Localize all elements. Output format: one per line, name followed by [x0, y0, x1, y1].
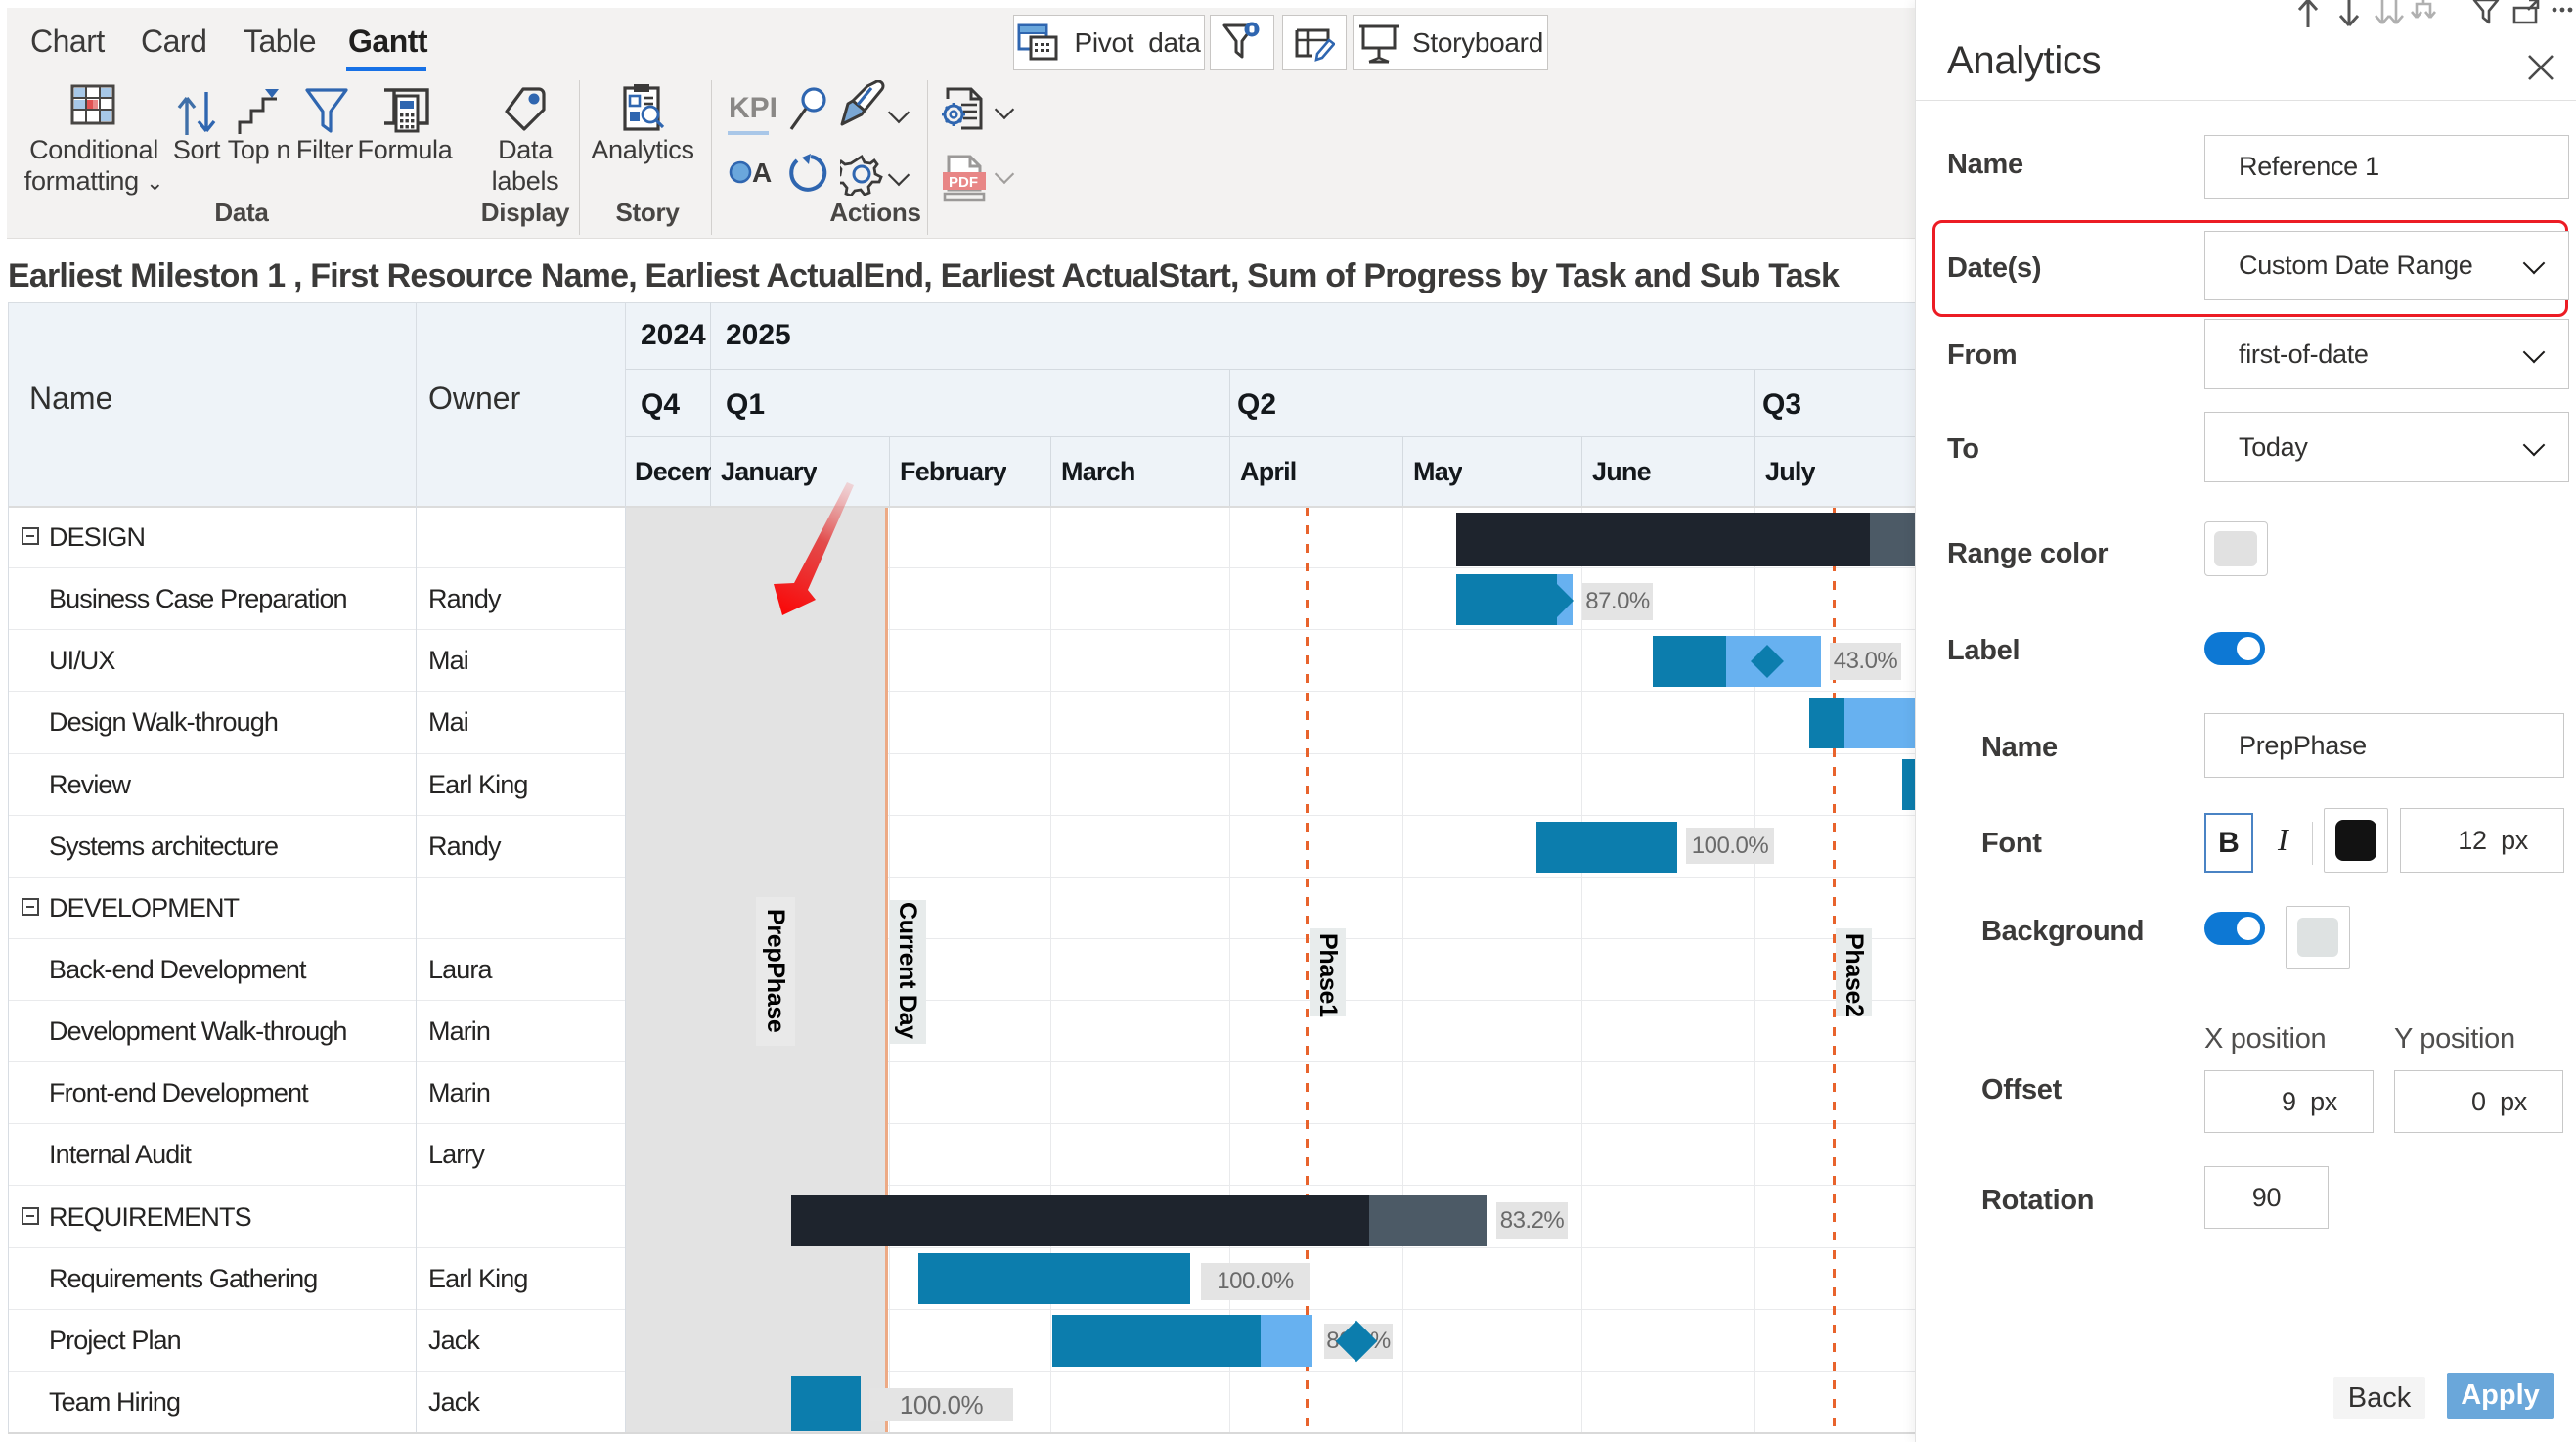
svg-text:A: A — [752, 158, 772, 188]
svg-text:PDF: PDF — [949, 174, 978, 191]
